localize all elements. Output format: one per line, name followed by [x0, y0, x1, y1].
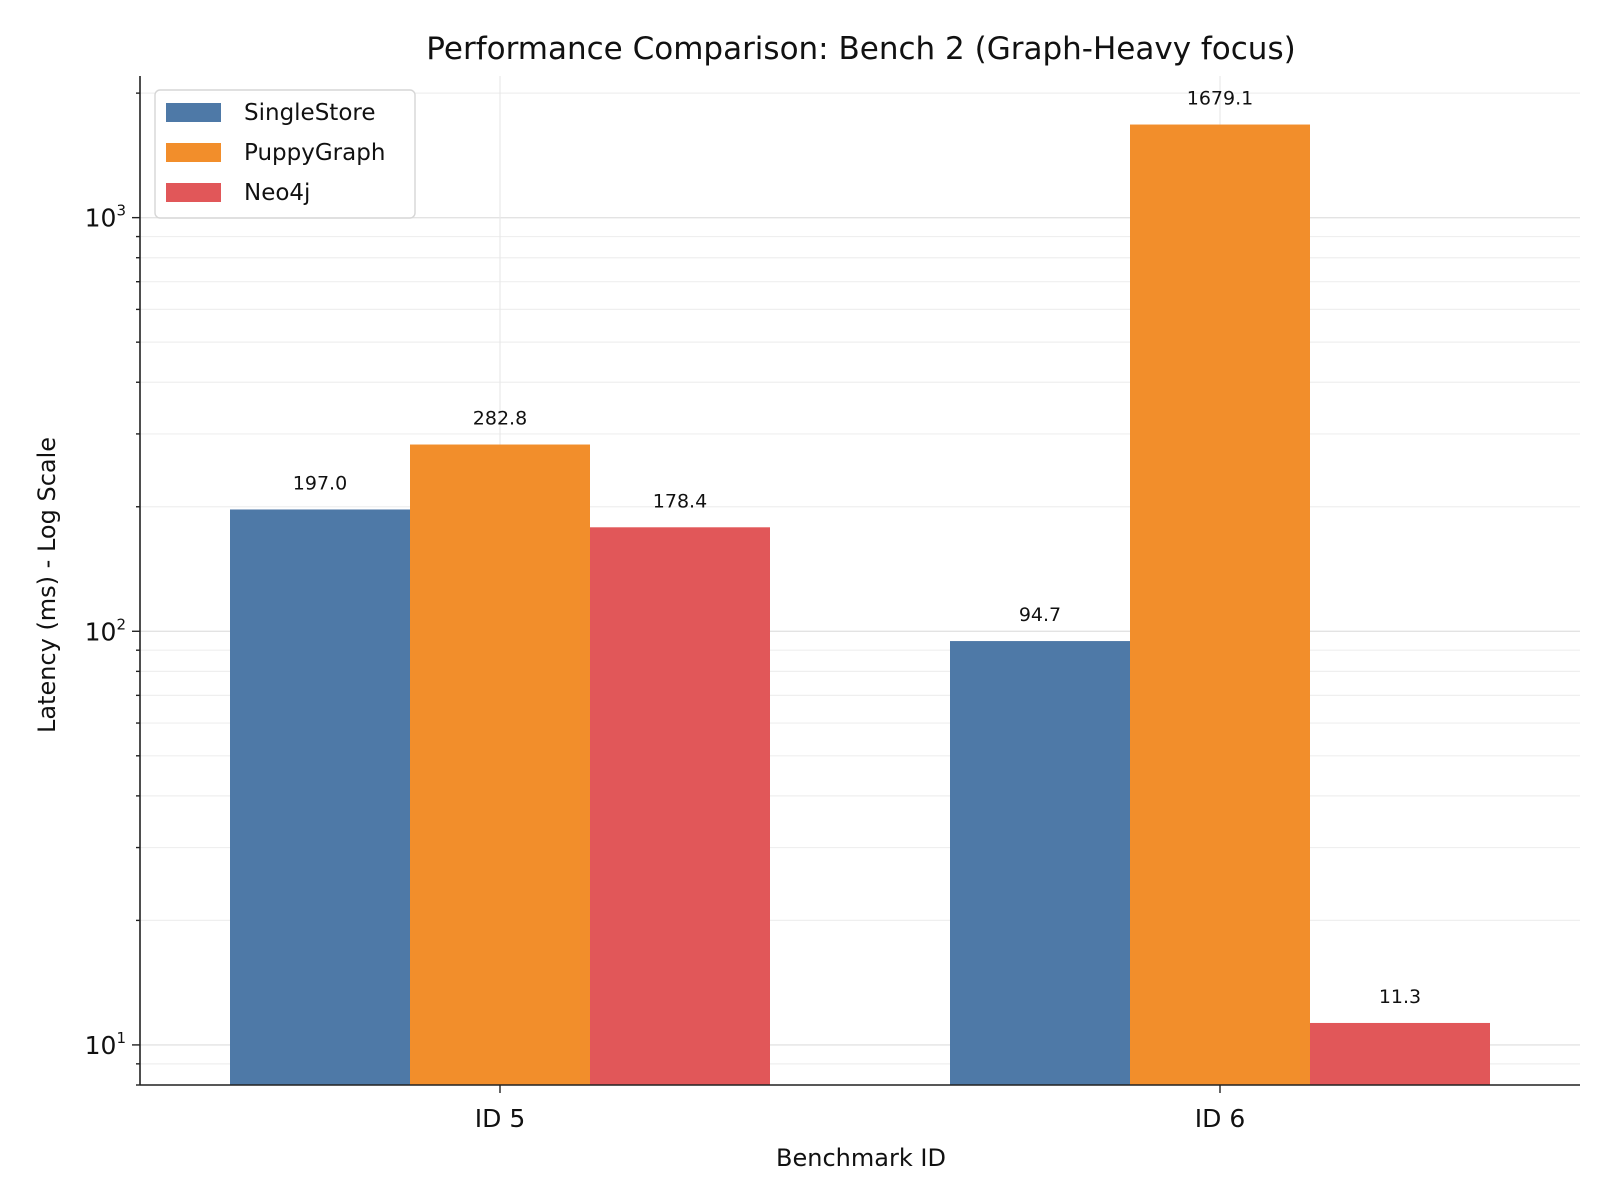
y-ticks: 101 102 103 — [85, 92, 140, 1086]
y-tick-label: 101 — [85, 1029, 126, 1060]
x-ticks: ID 5 ID 6 — [475, 1085, 1245, 1133]
bar-value-label: 94.7 — [1019, 604, 1061, 626]
bars — [230, 124, 1490, 1086]
y-axis-label: Latency (ms) - Log Scale — [33, 437, 61, 733]
legend-swatch-singlestore — [166, 103, 221, 122]
legend-label-singlestore: SingleStore — [244, 100, 376, 126]
x-tick-label: ID 5 — [475, 1104, 525, 1133]
legend-swatch-neo4j — [166, 183, 221, 202]
bar-neo4j-id-5 — [590, 527, 770, 1085]
legend: SingleStore PuppyGraph Neo4j — [154, 89, 416, 219]
y-tick-label: 103 — [85, 202, 126, 233]
bar-value-label: 178.4 — [653, 490, 707, 512]
y-tick-label: 102 — [85, 615, 126, 646]
bar-neo4j-id-6 — [1310, 1022, 1490, 1085]
axes — [139, 76, 1580, 1086]
legend-label-neo4j: Neo4j — [244, 180, 310, 206]
bar-labels: 197.0 94.7 282.8 1679.1 178.4 11.3 — [293, 88, 1421, 1008]
x-tick-label: ID 6 — [1195, 1104, 1245, 1133]
bar-value-label: 11.3 — [1379, 986, 1421, 1008]
bar-value-label: 197.0 — [293, 472, 347, 494]
bar-puppygraph-id-6 — [1130, 124, 1310, 1086]
bar-value-label: 282.8 — [473, 408, 527, 430]
legend-swatch-puppygraph — [166, 143, 221, 162]
bar-puppygraph-id-5 — [410, 444, 590, 1086]
x-axis-label: Benchmark ID — [776, 1144, 946, 1172]
bar-singlestore-id-6 — [950, 641, 1130, 1085]
legend-label-puppygraph: PuppyGraph — [244, 140, 385, 166]
bar-singlestore-id-5 — [230, 509, 410, 1085]
chart-title: Performance Comparison: Bench 2 (Graph-H… — [426, 31, 1295, 67]
bar-value-label: 1679.1 — [1187, 88, 1253, 110]
